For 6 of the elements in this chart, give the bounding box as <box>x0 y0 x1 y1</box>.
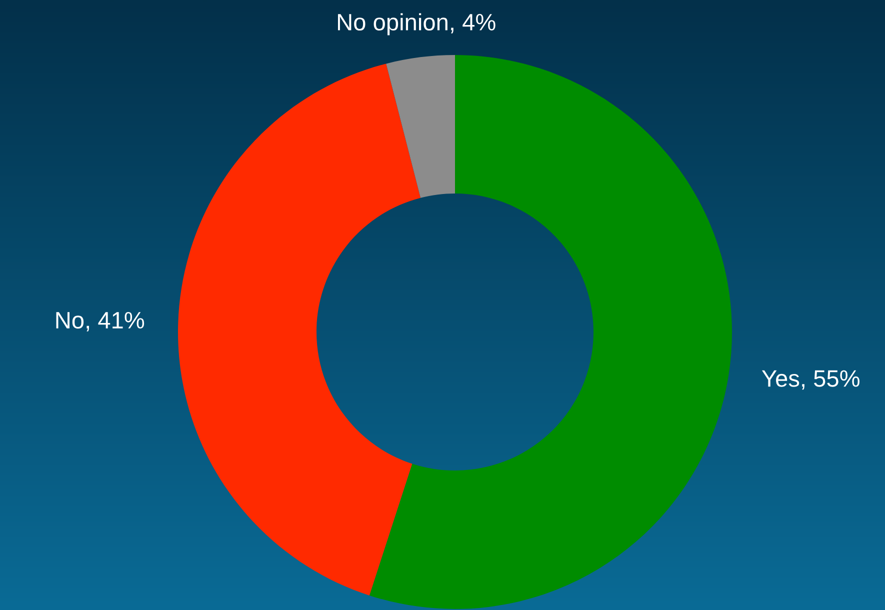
slice-label: Yes, 55% <box>762 370 860 390</box>
slice-label: No, 41% <box>56 312 144 332</box>
donut-slice <box>369 55 732 609</box>
slice-label: No opinion, 4% <box>338 13 496 36</box>
donut-slice <box>386 55 455 198</box>
donut-slice <box>178 64 421 596</box>
